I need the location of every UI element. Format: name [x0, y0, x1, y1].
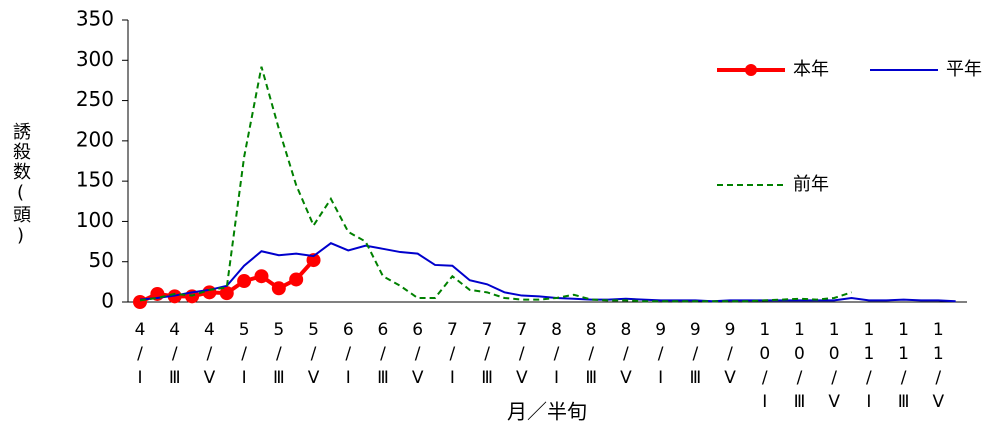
x-tick-label: 11/Ⅴ	[928, 320, 948, 416]
x-tick-label: 4/Ⅰ	[130, 320, 150, 392]
x-tick-label: 7/Ⅴ	[512, 320, 532, 392]
x-tick-label: 10/Ⅲ	[789, 320, 809, 416]
legend-label: 平年	[946, 59, 982, 80]
x-tick-label: 7/Ⅰ	[442, 320, 462, 392]
x-tick-label: 5/Ⅴ	[304, 320, 324, 392]
series-line	[139, 242, 956, 303]
y-tick-label: 50	[89, 248, 114, 272]
data-point	[306, 253, 321, 268]
legend-label: 本年	[793, 59, 829, 80]
x-tick-label: 9/Ⅲ	[685, 320, 705, 392]
x-tick-label: 10/Ⅴ	[824, 320, 844, 416]
x-tick-label: 4/Ⅴ	[199, 320, 219, 392]
x-tick-label: 6/Ⅲ	[373, 320, 393, 392]
data-point	[254, 269, 269, 284]
y-axis-title: 誘殺数(頭)	[10, 122, 31, 248]
data-point	[219, 286, 234, 301]
x-tick-label: 8/Ⅰ	[547, 320, 567, 392]
x-tick-label: 4/Ⅲ	[165, 320, 185, 392]
x-tick-label: 5/Ⅲ	[269, 320, 289, 392]
x-tick-label: 5/Ⅰ	[234, 320, 254, 392]
legend-marker	[745, 64, 757, 76]
y-tick-label: 100	[76, 208, 114, 232]
y-tick-label: 350	[76, 7, 114, 31]
x-tick-label: 10/Ⅰ	[755, 320, 775, 416]
data-point	[271, 281, 286, 296]
x-axis-title: 月／半旬	[507, 400, 587, 424]
x-tick-label: 11/Ⅰ	[859, 320, 879, 416]
y-tick-label: 300	[76, 47, 114, 71]
x-tick-label: 9/Ⅰ	[651, 320, 671, 392]
y-tick-label: 150	[76, 168, 114, 192]
x-tick-label: 8/Ⅴ	[616, 320, 636, 392]
x-tick-label: 11/Ⅲ	[894, 320, 914, 416]
legend-label: 前年	[793, 174, 829, 195]
x-tick-label: 6/Ⅰ	[338, 320, 358, 392]
x-tick-label: 6/Ⅴ	[408, 320, 428, 392]
data-point	[133, 295, 147, 309]
x-tick-label: 8/Ⅲ	[581, 320, 601, 392]
y-tick-label: 250	[76, 87, 114, 111]
y-tick-label: 0	[101, 289, 114, 313]
data-point	[237, 274, 252, 289]
series-line	[139, 66, 852, 303]
x-tick-label: 7/Ⅲ	[477, 320, 497, 392]
y-tick-label: 200	[76, 127, 114, 151]
data-point	[289, 272, 304, 287]
x-tick-label: 9/Ⅴ	[720, 320, 740, 392]
